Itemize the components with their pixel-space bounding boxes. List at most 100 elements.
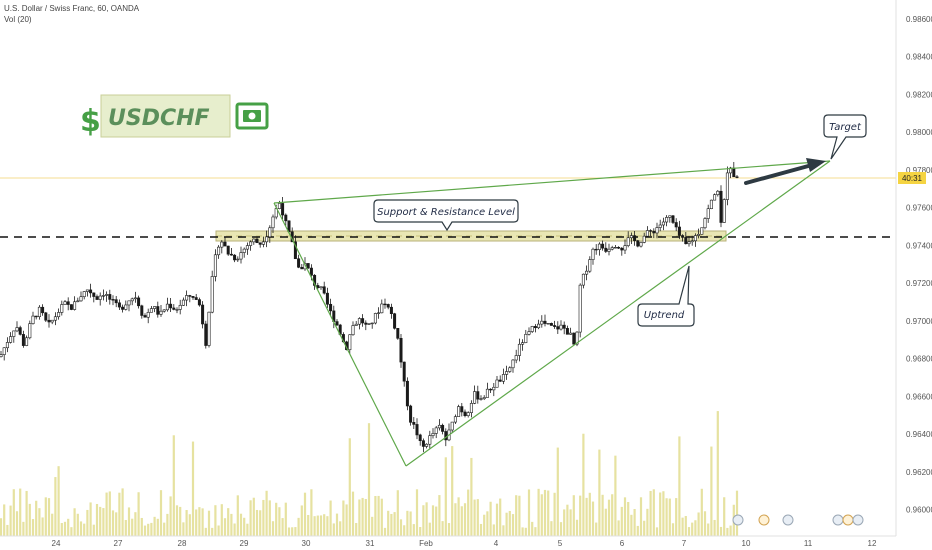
time-tick-label: 27: [114, 539, 123, 548]
volume-bar: [678, 436, 681, 536]
support-resistance-callout[interactable]: Support & Resistance Level: [373, 199, 519, 232]
downtrend-line[interactable]: [273, 202, 407, 467]
candle-body: [473, 391, 477, 404]
volume-bar: [409, 511, 412, 536]
candle-body: [169, 303, 173, 309]
event-icon[interactable]: [758, 514, 770, 526]
volume-bar: [460, 506, 463, 536]
event-icon[interactable]: [832, 514, 844, 526]
upper-channel-line[interactable]: [273, 160, 831, 204]
candle-body: [69, 304, 73, 310]
candle-body: [204, 323, 208, 346]
candle-body: [297, 258, 301, 268]
candle-body: [5, 342, 9, 349]
volume-bar: [191, 441, 195, 536]
time-axis[interactable]: 24 27 28 29 30 31 Feb 4 5 6 7 10 11 12: [52, 539, 877, 548]
volume-bar: [550, 521, 553, 536]
candle-body: [594, 248, 598, 251]
candle-body: [239, 252, 243, 260]
volume-bar: [86, 509, 89, 536]
volume-bar: [281, 518, 284, 536]
volume-bar: [492, 524, 495, 536]
volume-bar: [111, 510, 115, 536]
volume-bar: [182, 522, 185, 536]
volume-bar: [659, 492, 662, 536]
candle-body: [268, 227, 272, 238]
volume-bar: [335, 513, 339, 536]
candle-body: [373, 313, 377, 324]
event-icon[interactable]: [842, 514, 854, 526]
candle-body: [562, 324, 566, 329]
candle-body: [671, 215, 675, 223]
candle-body: [300, 266, 304, 270]
candle-body: [588, 259, 592, 272]
volume-bar: [239, 513, 243, 536]
volume-bar: [435, 506, 438, 536]
volume-bar: [403, 525, 406, 536]
volume-bar: [639, 497, 643, 536]
event-icon[interactable]: [852, 514, 864, 526]
candle-body: [229, 253, 233, 256]
volume-bar: [99, 506, 102, 536]
volume-bar: [12, 489, 15, 536]
volume-bar: [422, 505, 425, 536]
volume-bar: [607, 499, 611, 536]
volume-bar: [47, 498, 51, 536]
uptrend-label: Uptrend: [644, 310, 685, 321]
candle-body: [124, 304, 128, 310]
candle-body: [629, 235, 633, 239]
volume-bar: [598, 449, 601, 536]
usdchf-logo: $ USDCHF: [80, 94, 269, 139]
candle-body: [95, 296, 99, 300]
event-icon[interactable]: [732, 514, 744, 526]
candle-body: [684, 237, 688, 245]
volume-bar: [147, 523, 150, 536]
volume-bar: [124, 519, 127, 536]
candle-body: [428, 435, 432, 445]
candle-body: [261, 241, 265, 245]
uptrend-line[interactable]: [405, 160, 831, 467]
candle-body: [649, 230, 653, 232]
volume-bar: [179, 506, 182, 536]
volume-bar: [169, 496, 172, 536]
candle-body: [389, 306, 393, 314]
candle-body: [693, 235, 697, 242]
time-tick-label: 10: [742, 539, 751, 548]
volume-bar: [393, 512, 396, 536]
candle-body: [178, 304, 182, 310]
volume-bar: [92, 524, 95, 536]
volume-bar: [131, 518, 134, 536]
candle-body: [249, 241, 253, 246]
event-icons[interactable]: [732, 514, 864, 526]
candle-body: [226, 245, 230, 255]
candle-body: [617, 246, 621, 249]
volume-bar: [633, 509, 636, 536]
volume-bar: [396, 490, 399, 536]
volume-bar: [223, 518, 227, 536]
event-icon[interactable]: [782, 514, 794, 526]
time-tick-label: 28: [178, 539, 187, 548]
candle-body: [92, 292, 96, 297]
volume-bar: [489, 501, 492, 536]
candle-body: [370, 322, 374, 325]
volume-bar: [63, 521, 67, 536]
candle-body: [361, 318, 365, 324]
candle-body: [601, 243, 605, 249]
uptrend-callout[interactable]: Uptrend: [637, 265, 695, 327]
candle-body: [572, 332, 576, 345]
target-callout[interactable]: Target: [823, 114, 867, 160]
candle-body: [130, 298, 134, 302]
candle-body: [393, 313, 397, 329]
candle-body: [12, 330, 16, 337]
volume-bar: [476, 499, 479, 536]
volume-bar: [636, 525, 639, 536]
volume-bar: [623, 497, 627, 536]
candle-body: [517, 343, 521, 356]
candle-body: [396, 328, 400, 339]
volume-bar: [41, 517, 44, 536]
candle-body: [0, 354, 3, 358]
